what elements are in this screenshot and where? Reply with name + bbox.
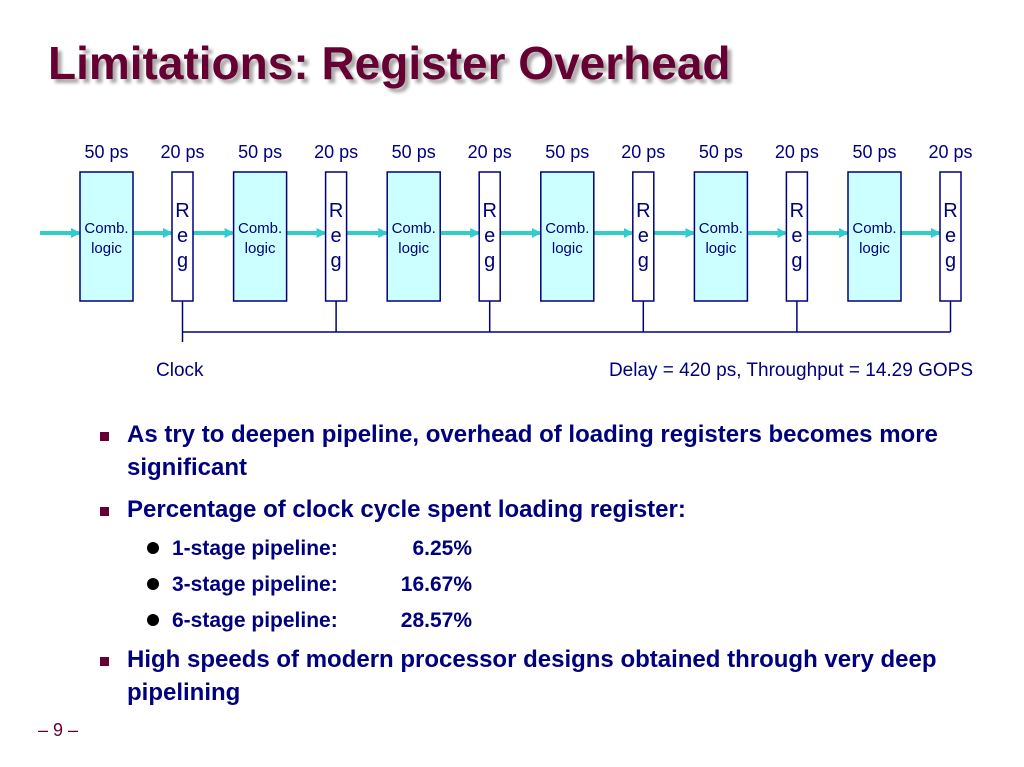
slide-title: Limitations: Register Overhead — [48, 37, 731, 89]
timing-label: 50 ps — [852, 142, 896, 162]
comb-logic-label: logic — [705, 240, 736, 257]
timing-label: 50 ps — [699, 142, 743, 162]
delay-throughput-label: Delay = 420 ps, Throughput = 14.29 GOPS — [609, 360, 973, 381]
register-label: R — [943, 200, 957, 222]
timing-label: 50 ps — [545, 142, 589, 162]
pipeline-percentage: 28.57% — [400, 609, 472, 632]
comb-logic-block — [386, 171, 441, 302]
timing-label: 50 ps — [84, 142, 128, 162]
register-label: R — [329, 200, 343, 222]
register-label: g — [484, 250, 495, 272]
register-block — [939, 171, 962, 302]
round-bullet-icon — [147, 542, 159, 554]
timing-labels: 50 ps 20 ps 50 ps 20 ps 50 ps 20 ps 50 ps 20 ps… — [84, 142, 972, 162]
square-bullet-icon — [100, 657, 109, 666]
register-block — [478, 171, 501, 302]
comb-logic-block — [693, 171, 749, 302]
comb-logic-label: Comb. — [392, 220, 436, 237]
timing-label: 50 ps — [392, 142, 436, 162]
register-label: R — [482, 200, 496, 222]
square-bullet-icon — [100, 432, 109, 441]
timing-label: 20 ps — [775, 142, 819, 162]
timing-label: 20 ps — [468, 142, 512, 162]
square-bullet-icon — [100, 507, 109, 516]
comb-logic-label: Comb. — [852, 220, 896, 237]
register-block — [171, 171, 194, 302]
register-label: R — [636, 200, 650, 222]
register-label: e — [331, 225, 342, 247]
sub-bullet-item: 1-stage pipeline: 6.25% — [100, 535, 980, 562]
register-label: e — [791, 225, 802, 247]
pipeline-percentage: 16.67% — [400, 573, 472, 596]
pipeline-percentage: 6.25% — [412, 537, 472, 560]
register-block — [785, 171, 809, 302]
register-label: g — [177, 250, 188, 272]
comb-logic-label: Comb. — [699, 220, 743, 237]
bullet-item: High speeds of modern processor designs … — [100, 643, 980, 709]
comb-logic-label: logic — [552, 240, 583, 257]
bullet-text: High speeds of modern processor designs … — [127, 646, 937, 706]
comb-logic-label: logic — [859, 240, 890, 257]
comb-logic-block — [79, 171, 134, 302]
register-label: e — [945, 225, 956, 247]
comb-logic-label: logic — [91, 240, 122, 257]
round-bullet-icon — [147, 614, 159, 626]
register-label: e — [638, 225, 649, 247]
register-label: g — [945, 250, 956, 272]
register-label: g — [638, 250, 649, 272]
sub-bullet-list: 1-stage pipeline: 6.25% 3-stage pipeline:… — [100, 535, 980, 634]
comb-logic-label: Comb. — [545, 220, 589, 237]
bullet-list: As try to deepen pipeline, overhead of l… — [100, 418, 980, 718]
page-number: – 9 – — [38, 720, 79, 740]
bullet-item: Percentage of clock cycle spent loading … — [100, 493, 980, 526]
pipeline-name: 6-stage pipeline: — [172, 609, 338, 632]
register-label: R — [175, 200, 189, 222]
timing-label: 20 ps — [160, 142, 204, 162]
register-label: e — [177, 225, 188, 247]
pipeline-name: 1-stage pipeline: — [172, 537, 338, 560]
bullet-text: Percentage of clock cycle spent loading … — [127, 496, 686, 523]
register-label: g — [791, 250, 802, 272]
clock-label: Clock — [156, 360, 204, 381]
timing-label: 20 ps — [314, 142, 358, 162]
register-label: g — [331, 250, 342, 272]
timing-label: 20 ps — [621, 142, 665, 162]
register-block — [324, 171, 348, 302]
bullet-text: As try to deepen pipeline, overhead of l… — [127, 421, 938, 481]
round-bullet-icon — [147, 578, 159, 590]
sub-bullet-item: 6-stage pipeline: 28.57% — [100, 607, 980, 634]
bullet-item: As try to deepen pipeline, overhead of l… — [100, 418, 980, 484]
timing-label: 50 ps — [238, 142, 282, 162]
register-label: R — [790, 200, 804, 222]
sub-bullet-item: 3-stage pipeline: 16.67% — [100, 571, 980, 598]
comb-logic-label: logic — [398, 240, 429, 257]
comb-logic-block — [232, 171, 288, 302]
comb-logic-block — [540, 171, 595, 302]
pipeline-blocks: Comb.logicRegComb.logicRegComb.logicRegC… — [79, 171, 962, 302]
pipeline-name: 3-stage pipeline: — [172, 573, 338, 596]
pipeline-diagram: 50 ps 20 ps 50 ps 20 ps 50 ps 20 ps 50 ps 20 ps… — [40, 142, 973, 381]
clock-wires — [181, 301, 952, 342]
register-label: e — [484, 225, 495, 247]
comb-logic-label: Comb. — [238, 220, 282, 237]
timing-label: 20 ps — [928, 142, 972, 162]
register-block — [632, 171, 655, 302]
comb-logic-label: logic — [245, 240, 276, 257]
comb-logic-block — [847, 171, 902, 302]
comb-logic-label: Comb. — [84, 220, 128, 237]
